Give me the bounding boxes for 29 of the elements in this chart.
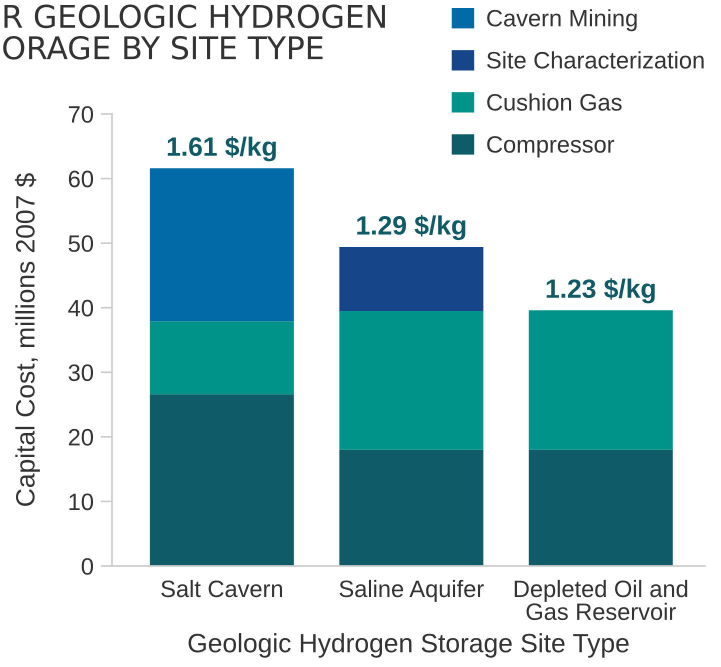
y-tick-label: 70: [68, 106, 94, 123]
y-tick-label: 10: [69, 493, 94, 510]
x-tick-label: Saline Aquifer: [340, 580, 484, 602]
y-tick-label: 40: [68, 300, 94, 316]
bar: [150, 321, 294, 394]
y-tick-label: 0: [82, 558, 94, 575]
bar: [150, 168, 294, 322]
legend-label: Cavern Mining: [487, 9, 637, 32]
y-axis-title: Capital Cost, millions 2007 $: [14, 173, 40, 506]
y-tick-label: 50: [68, 235, 94, 252]
x-axis-title: Geologic Hydrogen Storage Site Type: [188, 633, 629, 658]
x-tick-label: Salt Cavern: [161, 580, 282, 598]
x-tick-label: Depleted Oil and Gas Reservoir: [514, 580, 688, 620]
annotation: 1.29 $/kg: [357, 214, 466, 240]
bar: [339, 247, 484, 311]
legend-label: Compressor: [487, 136, 614, 158]
bar: [150, 394, 294, 566]
bar: [528, 450, 673, 566]
y-tick-label: 30: [68, 364, 94, 382]
y-tick-label: 20: [68, 428, 94, 446]
bar: [339, 450, 484, 566]
bar: [339, 310, 484, 450]
bar: [528, 310, 673, 450]
annotation: 1.23 $/kg: [546, 278, 655, 304]
chart-title: R GEOLOGIC HYDROGEN ORAGE BY SITE TYPE: [3, 4, 385, 60]
y-tick-label: 60: [68, 170, 94, 188]
annotation: 1.61 $/kg: [168, 136, 276, 162]
legend-label: Site Characterization: [487, 51, 704, 69]
legend-label: Cushion Gas: [487, 93, 622, 111]
